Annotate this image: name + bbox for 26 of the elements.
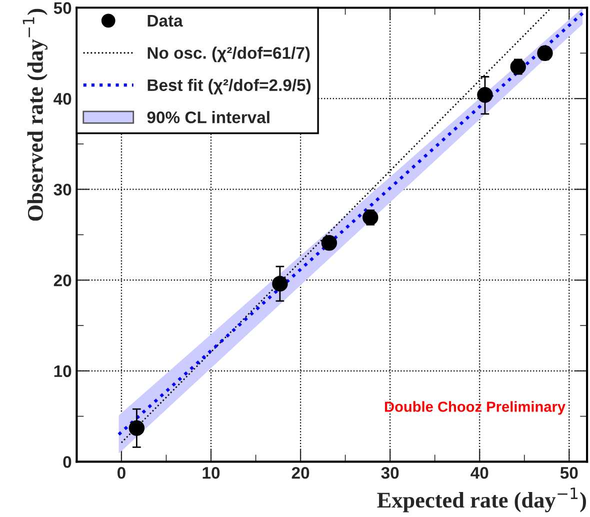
x-axis-title: Expected rate (day$^{−1}$) [377,488,586,512]
point [510,58,526,75]
point [321,235,338,251]
legend-label: Data [148,15,183,27]
legend-label: No osc. (χ²/dof=61/7) [148,46,310,62]
y-axis-title: Observed rate (day$^{−1}$) [22,8,48,221]
x-tick-label: 20 [292,466,310,479]
x-tick-label: 30 [381,466,399,479]
x-tick-label: 10 [202,466,220,479]
point [362,210,378,226]
y-tick-label: 40 [54,92,72,105]
point [272,276,288,292]
point [128,420,145,436]
y-tick-label: 10 [54,365,72,378]
y-tick-label: 0 [63,456,72,468]
x-tick-label: 50 [560,466,578,479]
y-tick-label: 30 [54,184,72,196]
legend-label: Best fit (χ²/dof=2.9/5) [148,78,311,94]
annotation: Double Chooz Preliminary [385,401,566,415]
legend-label: 90% CL interval [147,111,270,124]
x-tick-label: 40 [470,466,488,479]
y-tick-label: 20 [54,274,72,286]
x-tick-label: 0 [117,466,126,479]
y-tick-label: 50 [54,2,72,14]
point [477,87,493,103]
point [537,45,553,62]
